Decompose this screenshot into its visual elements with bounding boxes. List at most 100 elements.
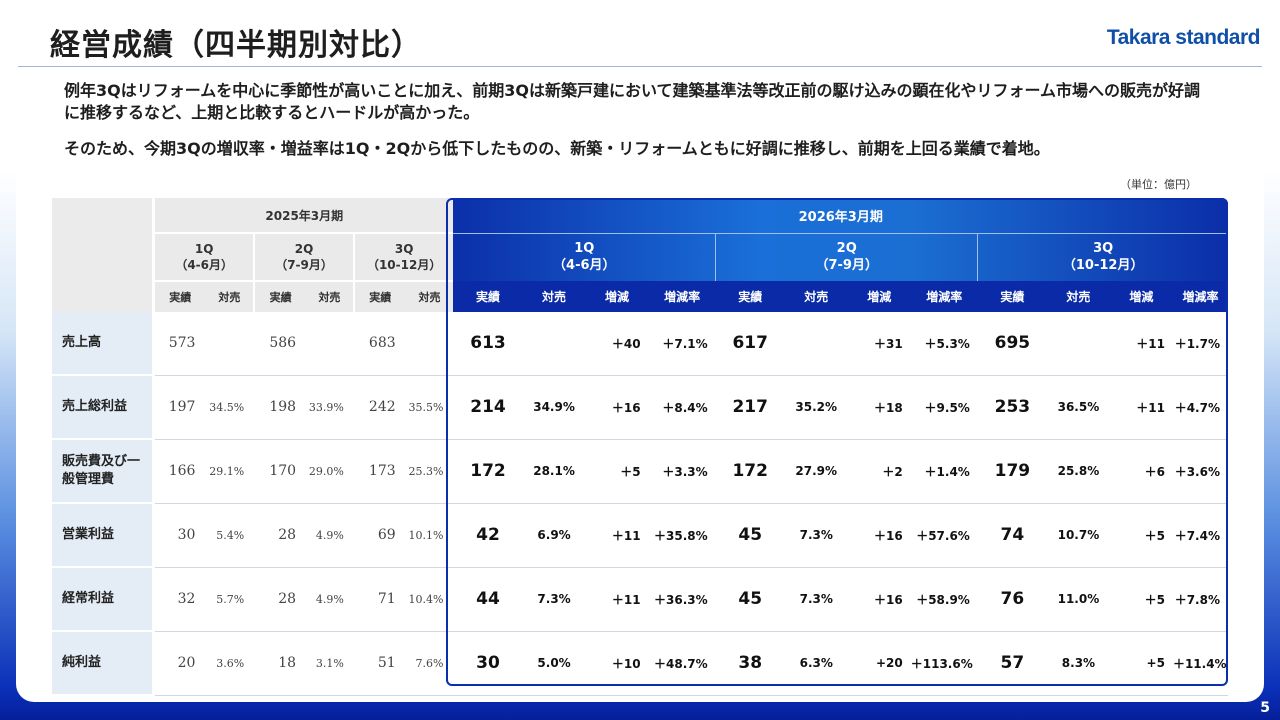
curr-actual-value: 217 (715, 375, 785, 440)
curr-ratio-value: 35.2% (784, 375, 848, 440)
col-header-ratio: 対売 (306, 281, 355, 312)
curr-change-value: ＋11 (1109, 375, 1173, 440)
row-label: 売上高 (52, 312, 156, 376)
prev-ratio-value: 4.9% (306, 503, 354, 568)
col-header-actual: 実績 (977, 281, 1047, 312)
prev-actual-value: 51 (353, 631, 406, 696)
curr-rate-value: ＋4.7% (1172, 375, 1228, 440)
col-header-change: 増減 (1109, 281, 1173, 312)
col-header-change: 増減 (847, 281, 911, 312)
unit-note: （単位：億円） (1120, 178, 1197, 191)
table-row: 販売費及び一般管理費 166 29.1% 170 29.0% 173 25.3% 172 28.… (52, 439, 1228, 504)
curr-actual-value: 179 (977, 439, 1047, 504)
summary-paragraph-1: 例年3Qはリフォームを中心に季節性が高いことに加え、前期3Qは新築戸建において建… (64, 81, 1201, 122)
col-header-actual: 実績 (453, 281, 523, 312)
col-header-ratio: 対売 (1046, 281, 1110, 312)
curr-quarter-header: 2Q （7-9月） (715, 233, 979, 281)
row-label: 経常利益 (52, 567, 156, 632)
curr-change-value: ＋11 (1109, 312, 1173, 376)
col-header-ratio: 対売 (522, 281, 586, 312)
curr-rate-value: ＋48.7% (648, 631, 716, 696)
curr-actual-value: 57 (977, 631, 1047, 696)
row-label: 営業利益 (52, 503, 156, 568)
col-header-ratio: 対売 (205, 281, 256, 312)
curr-rate-value: ＋1.7% (1172, 312, 1228, 376)
prev-actual-value: 30 (153, 503, 206, 568)
quarterly-results-table: 2025年3月期 2026年3月期 1Q （4-6月） 2Q （7-9月） 3Q （1… (52, 198, 1228, 696)
curr-rate-value: ＋3.6% (1172, 439, 1228, 504)
prev-actual-value: 573 (153, 312, 206, 376)
curr-change-value: ＋16 (847, 503, 911, 568)
curr-change-value: ＋11 (585, 567, 649, 632)
prev-ratio-value: 33.9% (306, 375, 354, 440)
curr-ratio-value: 34.9% (522, 375, 586, 440)
col-header-actual: 実績 (353, 281, 406, 312)
prev-actual-value: 69 (353, 503, 406, 568)
curr-rate-value: ＋1.4% (910, 439, 978, 504)
curr-actual-value: 42 (453, 503, 523, 568)
prev-actual-value: 71 (353, 567, 406, 632)
curr-ratio-value: 6.3% (784, 631, 848, 696)
curr-rate-value: ＋3.3% (648, 439, 716, 504)
curr-ratio-value: 25.8% (1046, 439, 1110, 504)
curr-ratio-value: 11.0% (1046, 567, 1110, 632)
curr-ratio-value: 36.5% (1046, 375, 1110, 440)
company-logo: Takara standard (1106, 26, 1261, 49)
col-header-ratio: 対売 (405, 281, 454, 312)
prev-quarter-header: 2Q （7-9月） (254, 233, 355, 282)
curr-ratio-value (784, 312, 848, 376)
prev-ratio-value (205, 312, 255, 376)
curr-actual-value: 74 (977, 503, 1047, 568)
prev-ratio-value: 3.1% (306, 631, 354, 696)
curr-change-value: ＋16 (847, 567, 911, 632)
curr-change-value: +20 (847, 631, 911, 696)
prev-actual-value: 197 (153, 375, 206, 440)
curr-actual-value: 172 (715, 439, 785, 504)
prev-ratio-value: 25.3% (405, 439, 454, 504)
curr-quarter-header: 1Q （4-6月） (453, 233, 717, 281)
prev-ratio-value: 7.6% (405, 631, 454, 696)
curr-ratio-value: 28.1% (522, 439, 586, 504)
prev-ratio-value: 29.1% (205, 439, 255, 504)
prev-ratio-value: 10.1% (405, 503, 454, 568)
curr-ratio-value: 5.0% (522, 631, 586, 696)
prev-actual-value: 173 (353, 439, 406, 504)
prev-ratio-value: 5.7% (205, 567, 255, 632)
curr-change-value: ＋11 (585, 503, 649, 568)
prev-ratio-value: 10.4% (405, 567, 454, 632)
curr-actual-value: 44 (453, 567, 523, 632)
col-header-rate: 増減率 (1172, 281, 1228, 312)
page-number: 5 (1260, 700, 1270, 716)
curr-actual-value: 45 (715, 567, 785, 632)
curr-rate-value: ＋7.8% (1172, 567, 1228, 632)
curr-rate-value: ＋11.4% (1172, 631, 1228, 696)
prev-ratio-value: 35.5% (405, 375, 454, 440)
row-label: 純利益 (52, 631, 156, 696)
prev-actual-value: 20 (153, 631, 206, 696)
curr-change-value: ＋18 (847, 375, 911, 440)
prev-ratio-value: 5.4% (205, 503, 255, 568)
curr-quarter-header: 3Q （10-12月） (1062, 241, 1144, 274)
prev-actual-value: 28 (254, 503, 307, 568)
curr-change-value: ＋6 (1109, 439, 1173, 504)
curr-change-value: ＋16 (585, 375, 649, 440)
curr-change-value: ＋2 (847, 439, 911, 504)
col-header-rate: 増減率 (910, 281, 978, 312)
curr-actual-value: 172 (453, 439, 523, 504)
curr-actual-value: 38 (715, 631, 785, 696)
curr-rate-value: ＋35.8% (648, 503, 716, 568)
curr-actual-value: 45 (715, 503, 785, 568)
prev-actual-value: 198 (254, 375, 307, 440)
row-label: 売上総利益 (52, 375, 156, 440)
table-row: 経常利益 32 5.7% 28 4.9% 71 10.4% 44 7.3% ＋11 ＋36.3% 45… (52, 567, 1228, 632)
curr-actual-value: 617 (715, 312, 785, 376)
table-row: 売上高 573 586 683 613 ＋40 ＋7.1% 617 ＋31 ＋5.3% 695 ＋11… (52, 312, 1228, 376)
curr-actual-value: 30 (453, 631, 523, 696)
prev-actual-value: 586 (254, 312, 307, 376)
prev-actual-value: 32 (153, 567, 206, 632)
curr-change-value: ＋5 (1109, 503, 1173, 568)
curr-change-value: ＋40 (585, 312, 649, 376)
prev-actual-value: 683 (353, 312, 406, 376)
curr-change-value: ＋10 (585, 631, 649, 696)
table-row: 売上総利益 197 34.5% 198 33.9% 242 35.5% 214 34.9% ＋16… (52, 375, 1228, 440)
